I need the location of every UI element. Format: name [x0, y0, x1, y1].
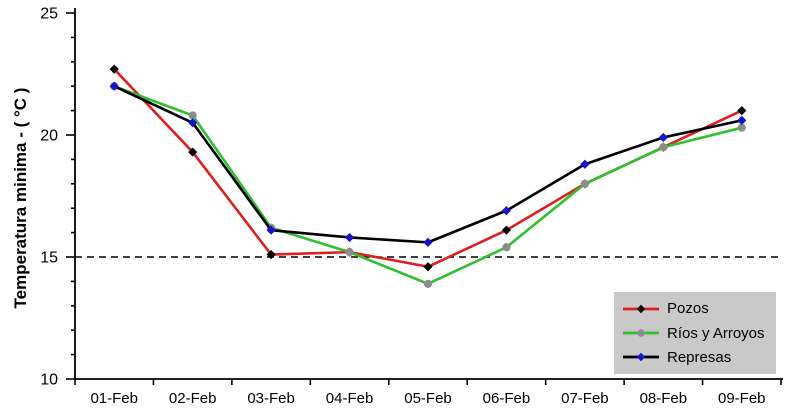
marker-diamond: [109, 64, 119, 74]
legend: Pozos Ríos y Arroyos Represas: [614, 292, 776, 374]
y-tick-label: 25: [40, 6, 58, 23]
series-line-1: [112, 84, 744, 286]
marker-diamond: [501, 206, 512, 216]
x-category-label: 01-Feb: [90, 390, 138, 407]
x-category-label: 03-Feb: [247, 390, 295, 407]
marker-diamond: [423, 237, 433, 247]
y-tick-label: 15: [40, 250, 58, 267]
marker-circle: [580, 179, 589, 188]
legend-label: Ríos y Arroyos: [667, 324, 765, 342]
marker-diamond: [636, 353, 646, 362]
marker-circle: [345, 248, 354, 257]
legend-item-0: Pozos: [622, 301, 776, 316]
legend-swatch: [623, 304, 659, 313]
legend-swatch: [623, 329, 659, 337]
x-category-label: 07-Feb: [561, 390, 609, 407]
legend-label: Pozos: [667, 300, 709, 318]
marker-diamond: [737, 115, 747, 125]
marker-diamond: [737, 106, 747, 116]
x-category-label: 04-Feb: [326, 390, 374, 407]
x-category-label: 06-Feb: [483, 390, 531, 407]
marker-diamond: [501, 225, 512, 235]
y-tick-label: 20: [40, 128, 58, 145]
x-category-label: 02-Feb: [169, 390, 217, 407]
y-axis-title: Temperatura minima - ( °C ): [11, 87, 30, 309]
marker-diamond: [636, 304, 646, 313]
x-category-label: 09-Feb: [718, 390, 766, 407]
marker-diamond: [188, 118, 198, 128]
marker-diamond: [109, 81, 119, 91]
y-tick-label: 10: [40, 372, 58, 389]
marker-diamond: [344, 232, 355, 243]
marker-diamond: [658, 132, 668, 143]
x-category-label: 05-Feb: [404, 390, 452, 407]
marker-circle: [659, 143, 668, 152]
marker-circle: [637, 329, 645, 337]
legend-item-2: Represas: [622, 350, 776, 365]
legend-item-1: Ríos y Arroyos: [622, 326, 776, 341]
marker-diamond: [188, 147, 198, 157]
marker-diamond: [266, 225, 276, 235]
marker-diamond: [266, 249, 276, 260]
marker-circle: [737, 123, 746, 132]
series-line-0: [112, 67, 744, 269]
marker-diamond: [423, 262, 433, 272]
legend-swatch: [623, 353, 659, 362]
x-category-label: 08-Feb: [640, 390, 688, 407]
legend-label: Represas: [667, 348, 732, 366]
series-line-2: [112, 84, 744, 244]
marker-circle: [188, 111, 197, 120]
marker-circle: [502, 243, 511, 252]
marker-diamond: [580, 159, 590, 169]
marker-circle: [423, 279, 433, 288]
